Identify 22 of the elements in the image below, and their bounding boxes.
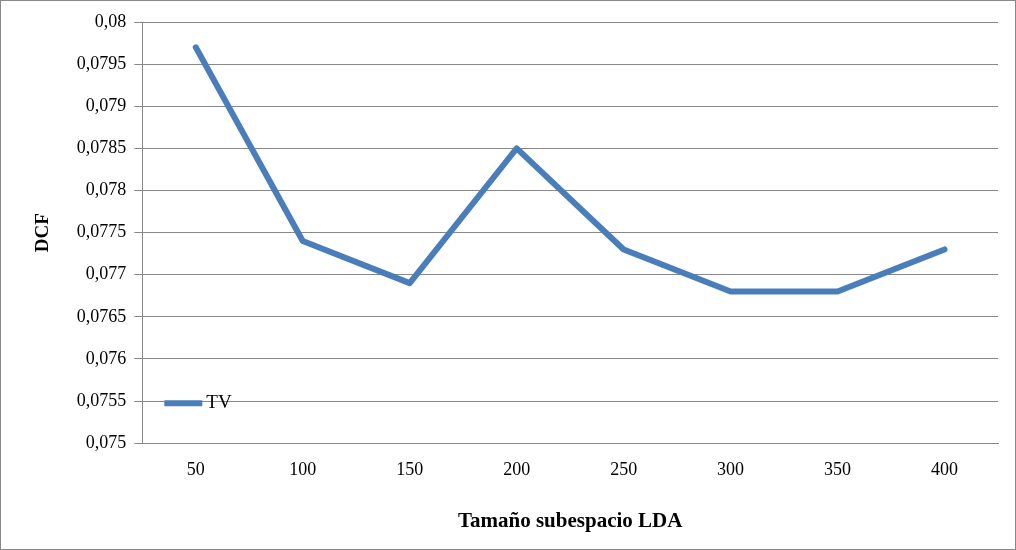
x-tick-label: 250 bbox=[610, 458, 638, 479]
y-tick-label: 0,077 bbox=[85, 263, 127, 284]
legend-label: TV bbox=[206, 391, 232, 413]
y-tick-label: 0,079 bbox=[85, 94, 127, 115]
x-tick-label: 200 bbox=[503, 458, 531, 479]
y-tick-label: 0,0755 bbox=[76, 389, 127, 410]
x-tick-label: 350 bbox=[824, 458, 852, 479]
x-tick-label: 150 bbox=[396, 458, 424, 479]
x-tick-label: 50 bbox=[186, 458, 205, 479]
x-tick-label: 100 bbox=[289, 458, 317, 479]
y-tick-label: 0,0785 bbox=[76, 137, 127, 158]
x-tick-label: 400 bbox=[931, 458, 959, 479]
y-tick-label: 0,0775 bbox=[76, 221, 127, 242]
y-tick-label: 0,08 bbox=[94, 10, 127, 31]
y-tick-label: 0,0795 bbox=[76, 52, 127, 73]
y-tick-label: 0,078 bbox=[85, 179, 127, 200]
y-tick-label: 0,075 bbox=[85, 431, 127, 452]
x-axis-title: Tamaño subespacio LDA bbox=[457, 507, 684, 532]
x-tick-label: 300 bbox=[717, 458, 745, 479]
y-tick-label: 0,0765 bbox=[76, 305, 127, 326]
y-axis-title: DCF bbox=[31, 213, 53, 253]
y-tick-label: 0,076 bbox=[85, 347, 127, 368]
